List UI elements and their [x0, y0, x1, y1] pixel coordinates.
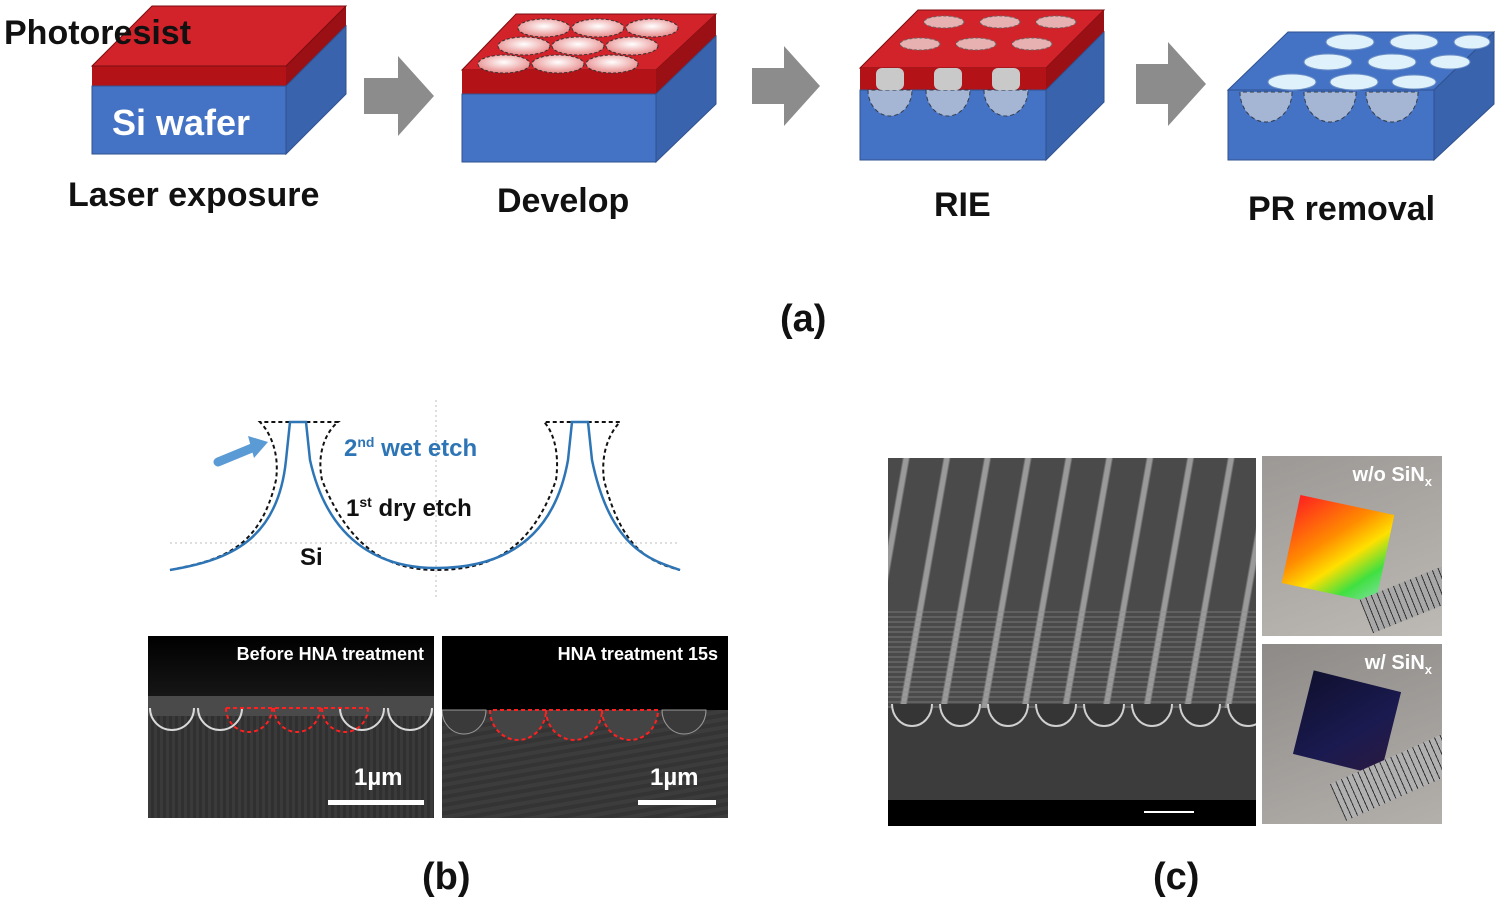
scale-bar: [328, 800, 424, 805]
panel-label-c: (c): [1153, 856, 1200, 898]
sem-tilted-image: [888, 458, 1256, 826]
etch-profile-diagram: [169, 400, 681, 600]
dry-etch-label: 1st dry etch: [346, 494, 472, 522]
rainbow-sample: [1281, 495, 1395, 603]
sem-title-hna: HNA treatment 15s: [557, 644, 718, 664]
process-flow-diagram: [90, 5, 1496, 164]
panel-label-a: (a): [780, 298, 827, 340]
photo-with-sinx: w/ SiNx: [1262, 644, 1442, 824]
step-label-laser-exposure: Laser exposure: [68, 176, 320, 214]
block-pr-removal: [1226, 30, 1496, 162]
step-label-develop: Develop: [497, 182, 630, 220]
panel-label-b: (b): [422, 856, 471, 898]
scale-bar: [1144, 811, 1194, 813]
step-label-pr-removal: PR removal: [1248, 190, 1436, 228]
pointer-arrow-icon: [213, 436, 268, 467]
sem-title-before: Before HNA treatment: [236, 644, 424, 664]
block-rie: [858, 9, 1106, 162]
si-wafer-label: Si wafer: [112, 102, 251, 143]
scale-label: 1µm: [650, 764, 699, 791]
block-laser-exposure: [90, 5, 348, 156]
label-without-sinx: w/o SiNx: [1352, 464, 1432, 489]
dry-etch-profile: [169, 421, 681, 572]
arrow-icon: [752, 46, 820, 126]
arrow-icon: [1136, 42, 1206, 126]
wet-etch-profile: [169, 420, 681, 572]
arrow-icon: [364, 56, 434, 136]
photo-without-sinx: w/o SiNx: [1262, 456, 1442, 636]
sem-image-hna-15s: HNA treatment 15s 1µm: [442, 636, 728, 818]
scale-label: 1µm: [354, 764, 403, 791]
step-label-rie: RIE: [934, 186, 991, 224]
block-develop: [460, 13, 718, 164]
wet-etch-label: 2nd wet etch: [344, 434, 478, 462]
sem-image-before-hna: Before HNA treatment 1µm: [148, 636, 434, 818]
label-with-sinx: w/ SiNx: [1364, 652, 1432, 677]
photoresist-label: Photoresist: [4, 14, 192, 52]
scale-bar: [638, 800, 716, 805]
sem-info-bar: [888, 800, 1256, 826]
si-substrate-label: Si: [300, 544, 323, 571]
